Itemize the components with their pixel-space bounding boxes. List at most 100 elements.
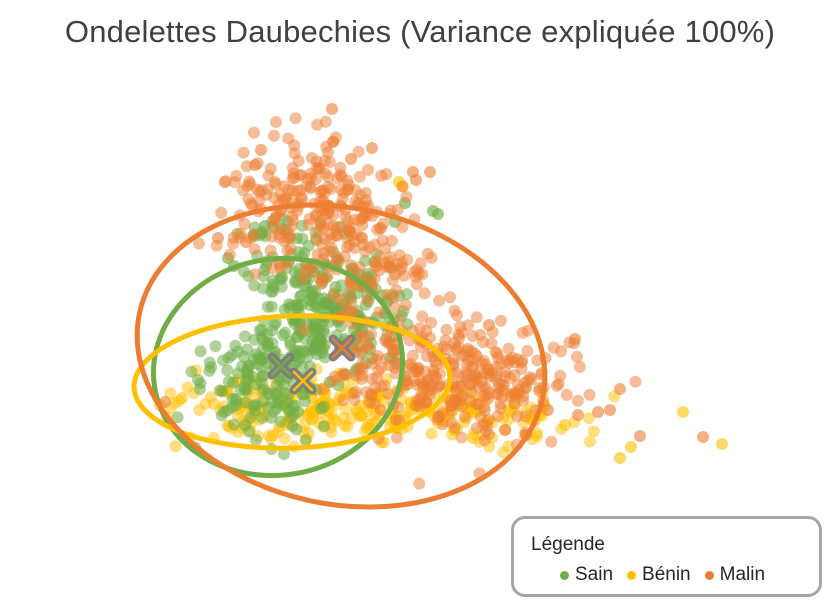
data-point-malin (223, 248, 236, 261)
data-point-malin (483, 319, 495, 331)
legend-item-malin[interactable]: Malin (704, 564, 765, 586)
legend: Légende Sain Bénin Malin (511, 516, 822, 597)
data-point-benin (330, 415, 343, 428)
data-point-malin (372, 364, 385, 377)
data-point-malin (284, 230, 297, 243)
data-point-malin (298, 323, 311, 336)
data-point-malin (433, 294, 446, 307)
data-point-malin (370, 260, 383, 273)
legend-item-sain[interactable]: Sain (560, 564, 613, 586)
data-point-malin (424, 331, 437, 344)
data-point-sain (193, 383, 206, 396)
data-point-malin (292, 154, 305, 167)
data-point-malin (249, 159, 261, 171)
data-point-sain (257, 282, 270, 295)
data-point-malin (519, 410, 532, 423)
data-point-malin (322, 171, 335, 183)
data-point-sain (249, 433, 262, 446)
data-point-malin (444, 291, 457, 304)
data-point-malin (315, 274, 328, 287)
data-point-malin (384, 251, 397, 263)
legend-marker-benin (627, 570, 637, 580)
data-point-malin (468, 347, 481, 360)
data-point-malin (477, 336, 489, 349)
data-point-malin (318, 186, 331, 199)
data-point-malin (315, 237, 328, 250)
data-point-malin (321, 146, 334, 159)
data-point-malin (545, 435, 558, 448)
data-point-malin (356, 219, 369, 232)
data-point-malin (573, 360, 586, 373)
data-point-sain (229, 393, 242, 405)
data-point-malin (248, 243, 261, 256)
data-point-benin (583, 435, 596, 448)
data-point-sain (256, 411, 269, 424)
data-point-malin (366, 142, 378, 154)
ellipse-layer (131, 202, 548, 510)
data-point-malin (365, 328, 378, 341)
data-point-malin (319, 115, 332, 128)
data-point-malin (335, 170, 348, 183)
data-point-malin (448, 421, 461, 434)
data-point-malin (494, 402, 507, 415)
data-point-benin (467, 432, 479, 444)
data-point-malin (411, 394, 424, 407)
data-point-malin (299, 265, 312, 278)
data-point-malin (504, 391, 517, 404)
legend-item-benin[interactable]: Bénin (627, 564, 691, 586)
data-point-benin (625, 441, 637, 453)
data-point-malin (238, 218, 251, 230)
data-point-malin (356, 358, 368, 371)
data-point-benin (583, 412, 595, 425)
data-point-malin (409, 365, 421, 378)
data-point-malin (386, 274, 399, 287)
data-point-malin (413, 477, 426, 490)
data-point-malin (215, 206, 228, 219)
data-point-malin (240, 236, 252, 248)
points-layer (154, 103, 728, 490)
data-point-malin (571, 394, 584, 407)
data-point-malin (436, 418, 449, 431)
data-point-malin (583, 388, 596, 401)
data-point-sain (209, 340, 222, 353)
data-point-malin (418, 287, 431, 300)
data-point-sain (283, 405, 296, 418)
data-point-malin (455, 431, 468, 444)
data-point-malin (230, 169, 243, 182)
data-point-malin (406, 349, 419, 362)
data-point-malin (569, 333, 581, 345)
data-point-malin (310, 162, 323, 175)
data-point-malin (287, 171, 300, 184)
data-point-benin (559, 419, 571, 431)
data-point-malin (399, 298, 412, 311)
legend-label-sain: Sain (575, 564, 614, 585)
data-point-sain (271, 386, 284, 399)
data-point-malin (270, 208, 283, 221)
data-point-sain (253, 324, 266, 336)
data-point-malin (410, 263, 423, 276)
data-point-malin (455, 380, 468, 392)
data-point-malin (494, 314, 507, 327)
data-point-malin (385, 234, 398, 247)
data-point-benin (677, 406, 689, 418)
data-point-malin (284, 242, 297, 255)
data-point-malin (516, 326, 529, 339)
data-point-sain (239, 384, 251, 397)
data-point-malin (447, 353, 460, 366)
data-point-malin (407, 166, 419, 178)
data-point-malin (342, 223, 355, 236)
data-point-malin (400, 190, 413, 203)
data-point-sain (247, 353, 260, 366)
data-point-malin (248, 126, 260, 139)
data-point-malin (193, 237, 205, 250)
data-point-malin (317, 383, 330, 396)
data-point-malin (330, 251, 343, 263)
data-point-malin (451, 309, 463, 322)
data-point-malin (550, 379, 563, 392)
data-point-sain (250, 378, 263, 391)
data-point-benin (614, 452, 626, 464)
data-point-malin (393, 249, 406, 262)
chart-title: Ondelettes Daubechies (Variance expliqué… (64, 14, 776, 49)
data-point-malin (464, 395, 477, 408)
